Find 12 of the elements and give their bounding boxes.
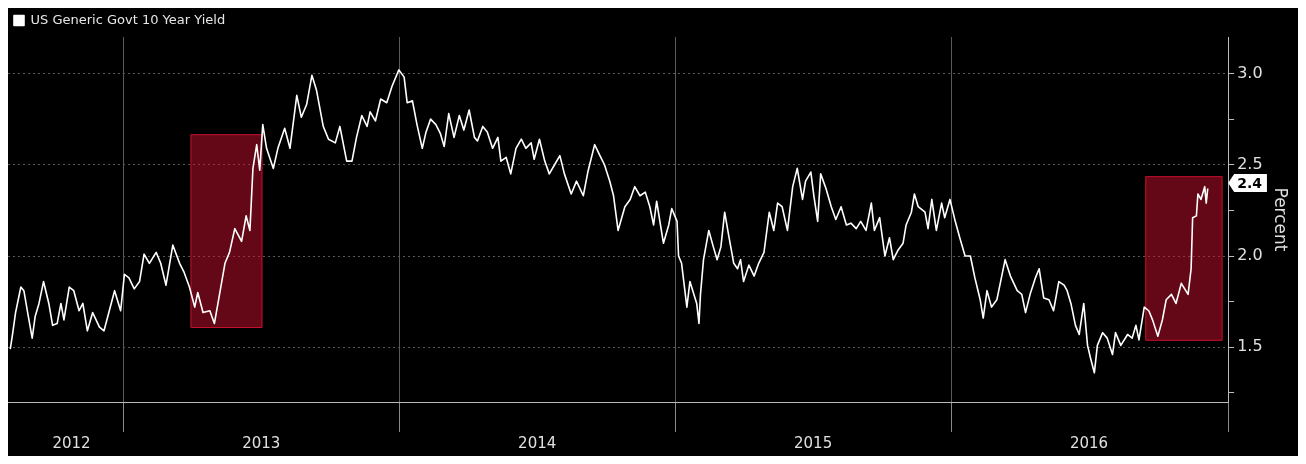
x-tick-label: 2012: [52, 433, 91, 452]
x-tick-label: 2015: [794, 433, 833, 452]
y-tick-label: 1.5: [1237, 336, 1263, 356]
y-tick-label: 3.0: [1237, 62, 1263, 82]
y-tick-label: 2.0: [1237, 245, 1263, 265]
x-tick-label: 2014: [518, 433, 557, 452]
x-tick-label: 2016: [1069, 433, 1109, 452]
annotation: 2.4: [1237, 174, 1263, 191]
y-axis-title: Percent: [1271, 187, 1292, 252]
y-tick-label: 2.5: [1237, 153, 1263, 173]
x-tick-label: 2013: [242, 433, 281, 452]
legend-label: US Generic Govt 10 Year Yield: [30, 11, 226, 27]
